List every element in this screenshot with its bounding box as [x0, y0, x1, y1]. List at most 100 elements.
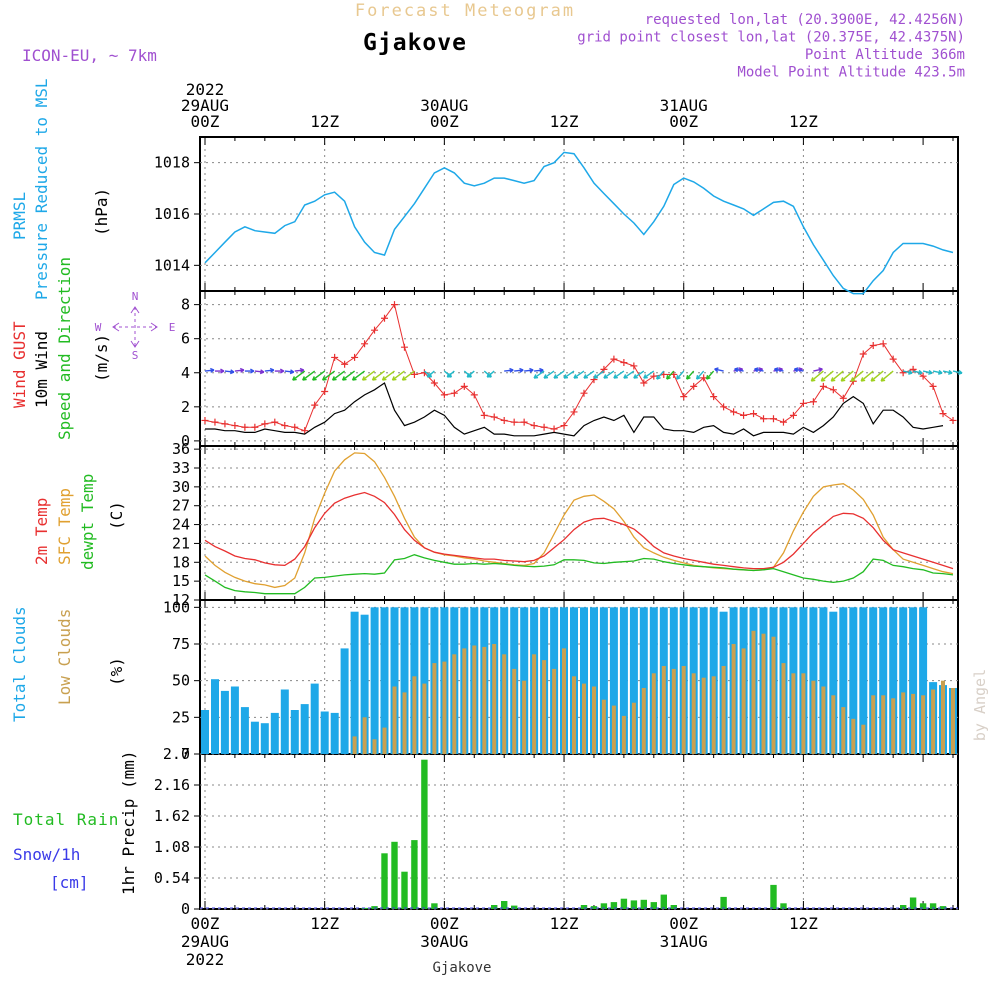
low-cloud-bar — [731, 644, 736, 754]
low-cloud-bar — [861, 724, 866, 754]
total-cloud-bar — [919, 607, 928, 754]
rain-bar — [670, 905, 677, 909]
wind-arrow-head — [850, 377, 856, 382]
low-cloud-bar — [811, 680, 816, 754]
gust-marker — [520, 418, 528, 426]
gust-marker — [839, 394, 847, 402]
panel-label-direction: Speed and Direction — [55, 257, 74, 440]
panel-frame — [199, 290, 959, 447]
wind-direction-arrow — [656, 370, 665, 380]
bottom-time-label: 12Z — [310, 914, 339, 933]
wind-arrow-head — [613, 374, 618, 379]
panel-label-gust: Wind GUST — [10, 321, 29, 408]
gust-marker — [351, 353, 359, 361]
rain-bar — [391, 841, 398, 909]
low-cloud-bar — [432, 663, 437, 754]
wind-direction-arrow — [402, 370, 415, 381]
gust-marker — [221, 420, 229, 428]
wind-direction-arrow — [362, 370, 375, 381]
wind-direction-arrow — [533, 370, 545, 379]
wind-arrow-head — [714, 367, 719, 373]
wind-arrow-head — [239, 367, 245, 373]
rain-bar — [511, 905, 518, 909]
low-cloud-bar — [631, 702, 636, 754]
wind-arrow-head — [593, 374, 598, 379]
gust-marker — [869, 342, 877, 350]
wind-direction-arrow — [224, 370, 235, 373]
wind-arrow-head — [774, 367, 779, 373]
panel-frame — [199, 753, 959, 910]
wind-arrow-head — [563, 374, 569, 379]
wind-arrow-head — [529, 367, 534, 373]
info-line: Point Altitude 366m — [805, 47, 965, 63]
wind-direction-arrow — [696, 370, 705, 380]
wind-arrow-head — [928, 369, 933, 375]
y-tick-label: 33 — [172, 459, 190, 477]
total-cloud-bar — [629, 607, 638, 754]
wind-direction-arrow — [666, 370, 675, 380]
location-title: Gjakove — [363, 30, 467, 56]
y-tick-label: 1.62 — [154, 807, 190, 825]
gust-marker — [740, 411, 748, 419]
total-cloud-bar — [520, 607, 529, 754]
rain-bar — [600, 903, 608, 909]
low-cloud-bar — [651, 673, 656, 754]
low-cloud-bar — [562, 648, 566, 754]
wind-direction-arrow — [706, 370, 715, 380]
wind-arrow-head — [322, 376, 327, 381]
total-cloud-bar — [639, 607, 648, 754]
wind-arrow-head — [250, 368, 255, 374]
low-cloud-bar — [801, 673, 806, 754]
wind-direction-arrow — [543, 370, 555, 379]
wind-arrow-head — [754, 367, 759, 373]
gust-marker — [760, 415, 768, 423]
low-cloud-bar — [871, 695, 876, 754]
wind-direction-arrow — [204, 369, 215, 372]
wind-arrow-head — [810, 377, 816, 382]
gust-marker — [271, 418, 279, 426]
wind-arrow-head — [573, 374, 579, 379]
y-tick-label: 0 — [181, 432, 190, 450]
top-time-label: 00Z — [669, 112, 698, 131]
wind-arrow-head — [269, 367, 275, 373]
rain-bar — [939, 906, 947, 909]
wind-arrow-head — [908, 369, 913, 375]
panel-unit-hpa: (hPa) — [92, 188, 111, 236]
gust-marker — [480, 411, 488, 419]
rain-bar — [780, 903, 787, 909]
bottom-time-label: 12Z — [789, 914, 818, 933]
gust-marker — [291, 423, 299, 431]
rain-bar — [900, 905, 907, 909]
gust-marker — [809, 398, 817, 406]
gust-marker — [530, 422, 538, 430]
wind-direction-arrow — [774, 368, 784, 372]
wind-direction-arrow — [623, 370, 635, 379]
compass-w: W — [95, 321, 102, 334]
wind-arrow-head — [259, 369, 265, 375]
low-cloud-bar — [512, 668, 517, 754]
total-cloud-bar — [250, 721, 259, 754]
low-cloud-bar — [362, 717, 367, 754]
wind-arrow-head — [533, 374, 539, 379]
low-cloud-bar — [372, 739, 377, 754]
gust-marker — [769, 415, 777, 423]
wind-direction-arrow — [352, 370, 365, 381]
wind-direction-arrow — [714, 368, 724, 372]
gust-marker — [919, 372, 927, 380]
gust-marker — [700, 374, 708, 382]
total-cloud-bar — [909, 607, 918, 754]
y-tick-label: 4 — [181, 364, 190, 382]
total-cloud-bar — [899, 607, 908, 754]
total-cloud-bar — [809, 607, 818, 754]
wind-arrow-head — [302, 376, 307, 381]
gust-marker — [560, 422, 568, 430]
low-cloud-bar — [851, 718, 856, 754]
gust-marker — [720, 403, 728, 411]
wind-direction-arrow — [633, 370, 645, 379]
wind-direction-arrow — [254, 370, 264, 373]
low-cloud-bar — [621, 715, 626, 754]
wind-arrow-head — [918, 369, 923, 375]
top-time-label: 12Z — [310, 112, 339, 131]
low-cloud-bar — [771, 636, 776, 754]
wind-arrow-head — [391, 376, 397, 381]
